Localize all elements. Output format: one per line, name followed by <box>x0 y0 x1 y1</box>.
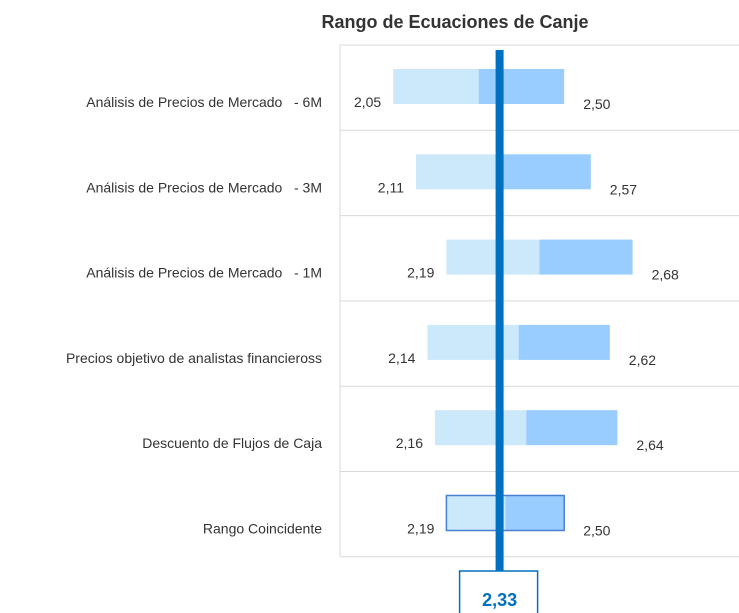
range-low <box>393 69 479 104</box>
low-label: 2,16 <box>396 435 423 451</box>
low-label: 2,14 <box>388 350 415 366</box>
reference-label: 2,33 <box>482 590 517 610</box>
range-high <box>518 324 610 360</box>
range-high <box>503 154 591 190</box>
range-low <box>446 239 540 275</box>
high-label: 2,64 <box>636 437 663 453</box>
high-label: 2,50 <box>583 96 610 112</box>
chart-title: Rango de Ecuaciones de Canje <box>321 12 588 32</box>
category-label: Análisis de Precios de Mercado - 1M <box>86 265 322 281</box>
high-label: 2,50 <box>583 523 610 539</box>
range-high <box>478 69 565 104</box>
category-label: Rango Coincidente <box>203 521 322 537</box>
range-high <box>526 410 618 446</box>
high-label: 2,57 <box>610 181 637 197</box>
range-low <box>427 324 519 360</box>
range-low <box>435 410 527 446</box>
high-label: 2,68 <box>652 267 679 283</box>
category-label: Precios objetivo de analistas financiero… <box>66 350 322 366</box>
category-label: Análisis de Precios de Mercado - 6M <box>86 94 322 110</box>
range-low <box>416 154 504 190</box>
high-label: 2,62 <box>629 352 656 368</box>
low-label: 2,19 <box>407 265 434 281</box>
range-outline <box>445 494 565 532</box>
low-label: 2,05 <box>354 94 381 110</box>
reference-box <box>458 570 539 613</box>
range-low <box>446 495 506 531</box>
low-label: 2,19 <box>407 521 434 537</box>
category-label: Descuento de Flujos de Caja <box>142 435 322 451</box>
range-high <box>539 239 633 275</box>
low-label: 2,11 <box>378 179 404 195</box>
range-high <box>505 495 565 531</box>
category-label: Análisis de Precios de Mercado - 3M <box>86 179 322 195</box>
